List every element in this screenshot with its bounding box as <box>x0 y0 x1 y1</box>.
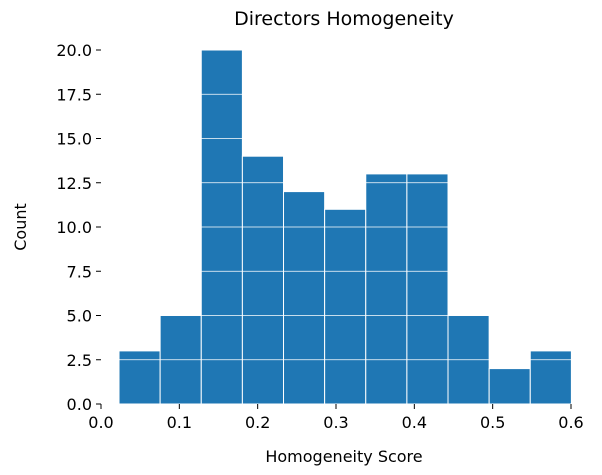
histogram-bar <box>241 155 285 405</box>
x-tick-label: 0.6 <box>558 413 583 432</box>
y-tick-label: 17.5 <box>56 85 92 104</box>
chart-title: Directors Homogeneity <box>234 8 454 30</box>
y-tick-label: 5.0 <box>67 307 92 326</box>
x-tick-label: 0.2 <box>245 413 270 432</box>
y-tick-label: 12.5 <box>56 174 92 193</box>
x-tick-label: 0.0 <box>88 413 113 432</box>
histogram-bar <box>406 173 449 405</box>
y-axis-title: Count <box>11 203 30 251</box>
histogram-bar <box>488 368 531 405</box>
x-tick-label: 0.1 <box>167 413 192 432</box>
y-tick-label: 15.0 <box>56 130 92 149</box>
histogram-bar <box>283 191 326 405</box>
x-tick-label: 0.4 <box>402 413 427 432</box>
y-tick-label: 10.0 <box>56 218 92 237</box>
histogram-bar <box>529 350 572 405</box>
x-tick-label: 0.5 <box>480 413 505 432</box>
x-axis: 0.0 0.1 0.2 0.3 0.4 0.5 0.6 <box>88 404 584 432</box>
histogram-bar <box>324 208 367 405</box>
y-tick-label: 7.5 <box>67 262 92 281</box>
x-axis-title: Homogeneity Score <box>265 447 422 466</box>
histogram-bar <box>118 350 161 405</box>
y-axis: 0.0 2.5 5.0 7.5 10.0 12.5 15.0 17.5 20.0 <box>56 41 101 414</box>
y-tick-label: 0.0 <box>67 395 92 414</box>
x-tick-label: 0.3 <box>323 413 348 432</box>
histogram-bar <box>365 173 408 405</box>
y-tick-label: 2.5 <box>67 351 92 370</box>
y-tick-label: 20.0 <box>56 41 92 60</box>
